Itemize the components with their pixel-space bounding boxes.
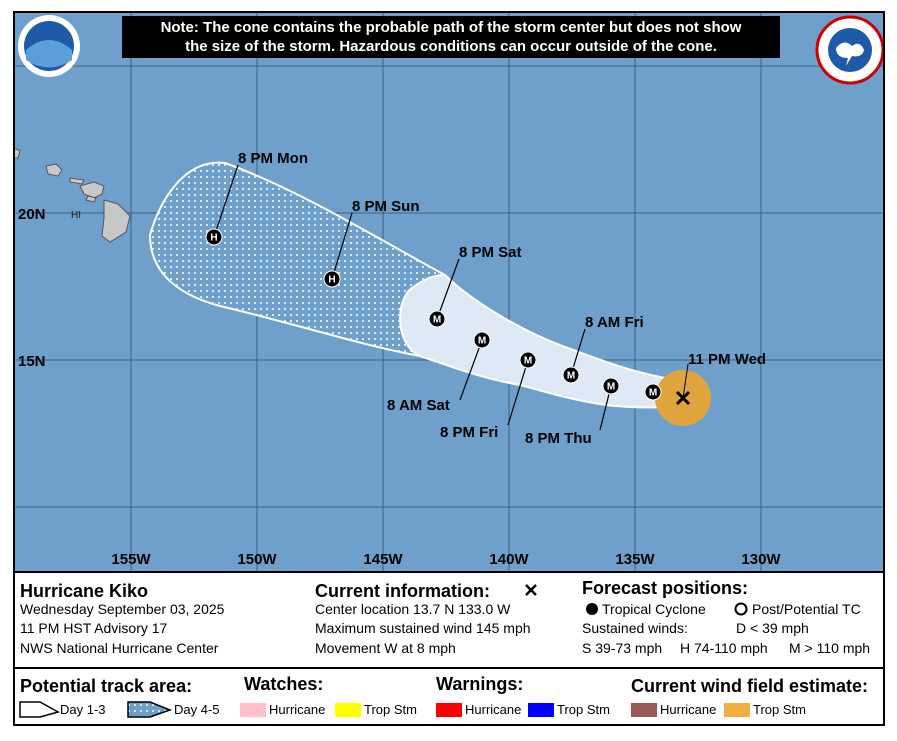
watches-title: Watches: <box>244 674 323 694</box>
post-tc: Post/Potential TC <box>752 601 861 617</box>
point-marker <box>519 351 537 369</box>
day13-icon <box>19 701 60 718</box>
office: NWS National Hurricane Center <box>20 640 219 656</box>
tc-icon <box>586 603 598 615</box>
info-panel <box>13 571 885 726</box>
leader-line <box>459 339 483 401</box>
point-symbol: M <box>524 356 532 367</box>
region-label: HI <box>71 210 81 221</box>
note-box <box>122 16 780 58</box>
forecast-points: 8 PM Mon H 8 PM Sun H 8 PM Sat M 8 AM Sat M 8 PM… <box>205 150 662 447</box>
date: Wednesday September 03, 2025 <box>20 601 225 617</box>
leader-line <box>436 258 460 320</box>
wind-hurricane-swatch <box>631 703 657 717</box>
note: Note: The cone contains the probable pat… <box>161 19 742 36</box>
wind-title: Current wind field estimate: <box>631 676 868 696</box>
tropical-cyclone: Tropical Cyclone <box>602 601 706 617</box>
storm-name: Hurricane Kiko <box>20 581 148 601</box>
watch-trop: Trop Stm <box>364 702 417 717</box>
wind-hurricane: Hurricane <box>660 702 716 717</box>
lat-label: 15N <box>18 353 46 370</box>
point-label: 8 PM Sun <box>352 198 420 215</box>
point-symbol: M <box>478 336 486 347</box>
lon-label: 140W <box>489 551 529 568</box>
current-wind: Maximum sustained wind 145 mph <box>315 620 531 636</box>
wind-h: H 74-110 mph <box>680 640 768 656</box>
warn-trop-swatch <box>528 703 554 717</box>
lat-label: 20N <box>18 206 46 223</box>
current-movement: Movement W at 8 mph <box>315 640 456 656</box>
wind-s: S 39-73 mph <box>582 640 662 656</box>
point-label: 8 AM Sat <box>387 397 450 414</box>
point-marker <box>644 383 662 401</box>
point-marker <box>428 310 446 328</box>
point-label: 8 PM Mon <box>238 150 308 167</box>
point-marker <box>205 228 223 246</box>
point-label: 8 PM Fri <box>440 424 498 441</box>
note: the size of the storm. Hazardous conditi… <box>185 38 717 55</box>
point-label: 8 PM Thu <box>525 430 592 447</box>
lon-label: 155W <box>111 551 151 568</box>
point-marker <box>602 377 620 395</box>
day45: Day 4-5 <box>174 702 220 717</box>
current-icon <box>525 584 537 596</box>
watch-trop-swatch <box>335 703 361 717</box>
lon-label: 135W <box>615 551 655 568</box>
lon-label: 150W <box>237 551 277 568</box>
wind-trop-swatch <box>724 703 750 717</box>
point-marker <box>473 331 491 349</box>
current-location: Center location 13.7 N 133.0 W <box>315 601 511 617</box>
hawaii-islands <box>14 147 131 243</box>
cone-day-4-5 <box>148 161 446 357</box>
point-symbol: M <box>607 382 615 393</box>
nws-logo <box>815 15 885 85</box>
point-symbol: H <box>210 233 217 244</box>
wind-trop: Trop Stm <box>753 702 806 717</box>
point-marker <box>323 270 341 288</box>
point-symbol: M <box>649 388 657 399</box>
sustained: Sustained winds: <box>582 620 688 636</box>
noaa-logo <box>18 15 80 77</box>
warn-trop: Trop Stm <box>557 702 610 717</box>
wind-d: D < 39 mph <box>736 620 809 636</box>
point-symbol: H <box>328 275 335 286</box>
day45-icon <box>127 701 173 718</box>
current-title: Current information: <box>315 581 490 601</box>
warn-hurricane: Hurricane <box>465 702 521 717</box>
point-symbol: M <box>433 315 441 326</box>
lon-labels: 155W 150W 145W 140W 135W 130W <box>111 551 781 568</box>
leader-line <box>507 359 529 426</box>
point-symbol: M <box>567 371 575 382</box>
wind-m: M > 110 mph <box>789 640 870 656</box>
forecast-title: Forecast positions: <box>582 578 748 598</box>
ptc-icon <box>734 602 748 616</box>
warn-hurricane-swatch <box>436 703 462 717</box>
point-label: 8 AM Fri <box>585 314 644 331</box>
point-marker <box>562 366 580 384</box>
lon-label: 145W <box>363 551 403 568</box>
current-label: 11 PM Wed <box>688 351 766 368</box>
warnings-title: Warnings: <box>436 674 523 694</box>
leader-line <box>213 164 239 238</box>
point-label: 8 PM Sat <box>459 244 522 261</box>
leader-line <box>331 212 353 280</box>
track-title: Potential track area: <box>20 676 192 696</box>
watch-hurricane: Hurricane <box>269 702 325 717</box>
watch-hurricane-swatch <box>240 703 266 717</box>
leader-line <box>682 363 689 399</box>
day13: Day 1-3 <box>60 702 106 717</box>
advisory: 11 PM HST Advisory 17 <box>20 620 168 636</box>
lon-label: 130W <box>741 551 781 568</box>
